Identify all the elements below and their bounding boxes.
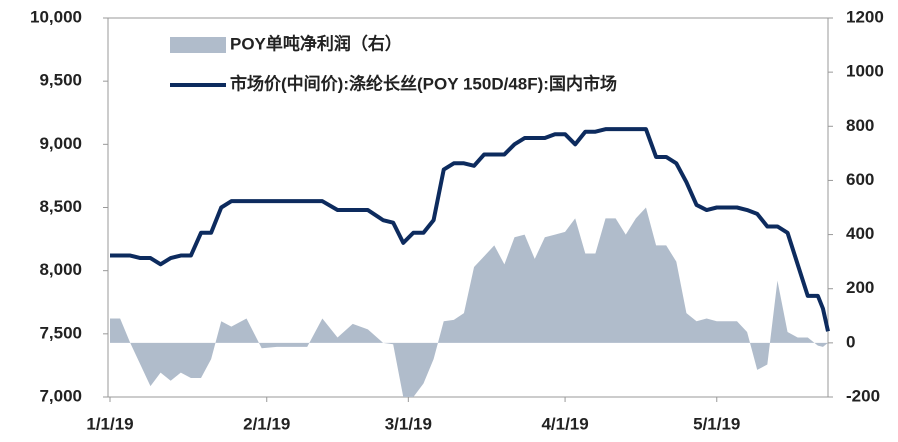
x-tick-label: 2/1/19 [243,414,290,433]
legend-swatch [170,37,226,53]
y2-tick-label: -200 [846,386,880,405]
y2-tick-label: 1200 [846,7,884,26]
y2-tick-label: 1000 [846,62,884,81]
y2-tick-label: 800 [846,116,874,135]
legend-label: 市场价(中间价):涤纶长丝(POY 150D/48F):国内市场 [230,73,617,93]
x-tick-label: 3/1/19 [385,414,432,433]
y-tick-label: 9,500 [39,71,82,90]
y-tick-label: 10,000 [30,7,82,26]
y-tick-label: 8,500 [39,197,82,216]
line [110,127,830,332]
x-tick-label: 1/1/19 [86,414,133,433]
area [110,207,828,397]
y-tick-label: 7,000 [39,386,82,405]
x-tick-label: 4/1/19 [541,414,588,433]
y2-tick-label: 400 [846,224,874,243]
y-tick-label: 9,000 [39,134,82,153]
y-tick-label: 7,500 [39,323,82,342]
x-tick-label: 5/1/19 [693,414,740,433]
y2-tick-label: 600 [846,170,874,189]
y-tick-label: 8,000 [39,260,82,279]
y2-tick-label: 0 [846,332,855,351]
legend-label: POY单吨净利润（右） [230,33,402,53]
y2-tick-label: 200 [846,278,874,297]
